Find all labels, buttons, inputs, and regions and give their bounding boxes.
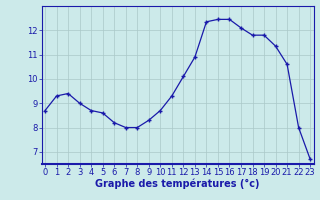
X-axis label: Graphe des températures (°c): Graphe des températures (°c): [95, 179, 260, 189]
